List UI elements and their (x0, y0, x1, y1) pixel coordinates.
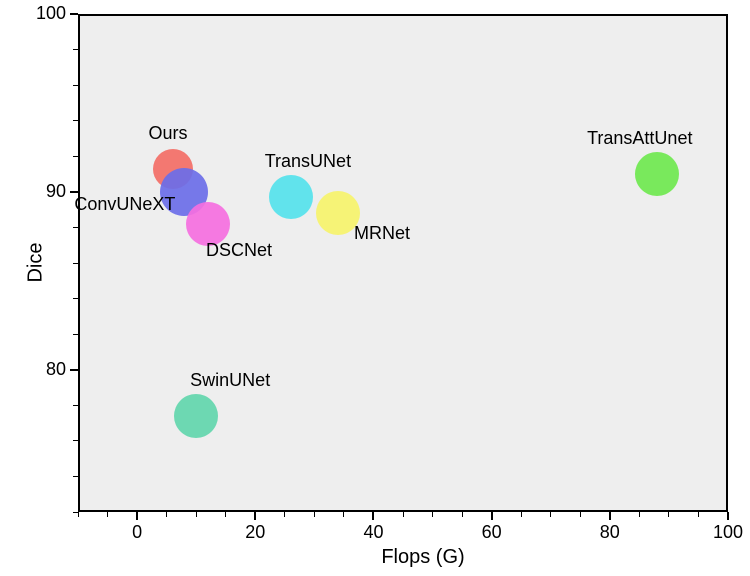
x-minor-tick (668, 512, 669, 517)
x-tick-label: 80 (600, 522, 620, 543)
y-minor-tick (73, 334, 78, 335)
x-minor-tick (314, 512, 315, 517)
x-minor-tick (580, 512, 581, 517)
x-tick-label: 100 (713, 522, 743, 543)
x-minor-tick (284, 512, 285, 517)
x-tick (491, 512, 493, 520)
y-tick-label: 90 (46, 181, 66, 202)
point-label-dscnet: DSCNet (206, 240, 272, 261)
point-label-swinunet: SwinUNet (190, 370, 270, 391)
y-axis-label: Dice (25, 233, 48, 293)
axis-line-left (78, 14, 80, 512)
axis-line-right (726, 14, 728, 512)
x-minor-tick (196, 512, 197, 517)
y-minor-tick (73, 405, 78, 406)
point-label-transunet: TransUNet (265, 151, 351, 172)
y-minor-tick (73, 227, 78, 228)
axis-line-top (78, 14, 728, 16)
y-minor-tick (73, 120, 78, 121)
y-minor-tick (73, 440, 78, 441)
x-minor-tick (462, 512, 463, 517)
x-axis-label: Flops (G) (343, 546, 503, 569)
y-minor-tick (73, 512, 78, 513)
y-tick (70, 191, 78, 193)
y-tick (70, 369, 78, 371)
x-tick (136, 512, 138, 520)
x-minor-tick (107, 512, 108, 517)
point-label-convunext: ConvUNeXT (74, 194, 175, 215)
x-minor-tick (166, 512, 167, 517)
x-minor-tick (78, 512, 79, 517)
x-minor-tick (550, 512, 551, 517)
x-minor-tick (343, 512, 344, 517)
x-minor-tick (432, 512, 433, 517)
y-tick (70, 13, 78, 15)
x-minor-tick (225, 512, 226, 517)
x-tick (254, 512, 256, 520)
y-tick-label: 100 (36, 3, 66, 24)
point-label-ours: Ours (149, 123, 188, 144)
point-transunet (269, 175, 313, 219)
x-tick-label: 0 (132, 522, 142, 543)
x-minor-tick (698, 512, 699, 517)
x-tick-label: 40 (363, 522, 383, 543)
x-tick-label: 20 (245, 522, 265, 543)
x-tick (372, 512, 374, 520)
scatter-chart: Dice Flops (G) 0 20 40 60 80 100 80 90 100 Ours C… (0, 0, 750, 576)
x-minor-tick (521, 512, 522, 517)
plot-area (78, 14, 728, 512)
y-minor-tick (73, 49, 78, 50)
point-label-transattunet: TransAttUnet (587, 128, 692, 149)
x-tick (727, 512, 729, 520)
x-tick (609, 512, 611, 520)
y-minor-tick (73, 263, 78, 264)
y-minor-tick (73, 476, 78, 477)
point-swinunet (174, 394, 218, 438)
y-minor-tick (73, 298, 78, 299)
x-minor-tick (403, 512, 404, 517)
point-transattunet (635, 152, 679, 196)
x-minor-tick (639, 512, 640, 517)
y-tick-label: 80 (46, 359, 66, 380)
y-minor-tick (73, 156, 78, 157)
y-minor-tick (73, 85, 78, 86)
x-tick-label: 60 (482, 522, 502, 543)
point-label-mrnet: MRNet (354, 223, 410, 244)
